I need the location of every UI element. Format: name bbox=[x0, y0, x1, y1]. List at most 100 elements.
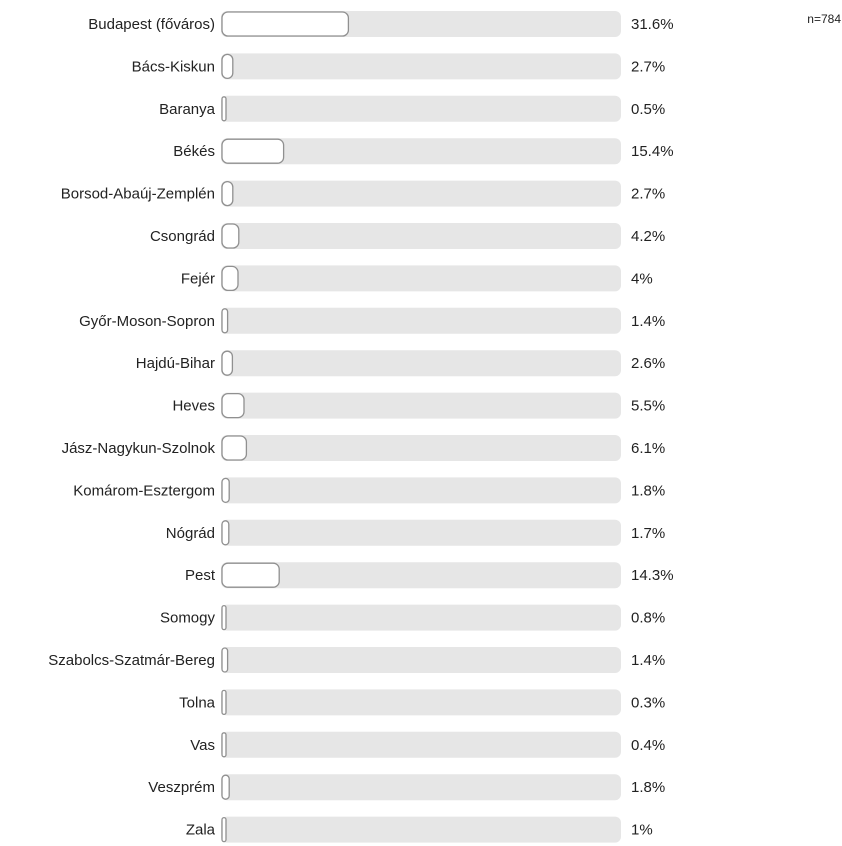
bar bbox=[221, 562, 280, 588]
bar bbox=[221, 816, 227, 843]
bar-track bbox=[221, 731, 621, 758]
bar bbox=[221, 53, 234, 80]
category-label: Nógrád bbox=[166, 525, 215, 542]
bar-track bbox=[221, 477, 621, 504]
bar-track bbox=[221, 350, 621, 377]
bar-track bbox=[221, 647, 621, 673]
category-label: Tolna bbox=[179, 694, 216, 711]
value-label: 2.7% bbox=[631, 58, 665, 75]
bar-row: Bács-Kiskun 2.7% bbox=[132, 53, 665, 80]
bar bbox=[221, 350, 234, 376]
bar-track bbox=[221, 816, 621, 843]
bar-row: Budapest (főváros) 31.6% bbox=[88, 11, 674, 37]
bar-track bbox=[221, 265, 621, 292]
category-label: Pest bbox=[185, 567, 216, 584]
bar bbox=[221, 96, 227, 122]
bar-row: Jász-Nagykun-Szolnok 6.1% bbox=[62, 435, 665, 461]
bar-row: Baranya 0.5% bbox=[159, 95, 665, 122]
value-label: 4.2% bbox=[631, 228, 665, 245]
category-label: Győr-Moson-Sopron bbox=[79, 313, 215, 330]
bar bbox=[221, 11, 350, 37]
category-label: Heves bbox=[172, 398, 215, 415]
value-label: 31.6% bbox=[631, 16, 674, 33]
bar-row: Heves 5.5% bbox=[172, 392, 665, 419]
category-label: Hajdú-Bihar bbox=[136, 355, 215, 372]
value-label: 0.3% bbox=[631, 694, 665, 711]
bar-row: Komárom-Esztergom 1.8% bbox=[73, 477, 665, 504]
bar-row: Nógrád 1.7% bbox=[166, 519, 665, 546]
value-label: 0.5% bbox=[631, 101, 665, 118]
bar-track bbox=[221, 53, 621, 80]
value-label: 1% bbox=[631, 822, 653, 839]
bar bbox=[221, 180, 234, 207]
bar-track bbox=[221, 392, 621, 419]
bar bbox=[221, 774, 230, 800]
bar-track bbox=[221, 562, 621, 589]
bar-track bbox=[221, 223, 621, 249]
bar bbox=[221, 689, 227, 716]
value-label: 2.6% bbox=[631, 355, 665, 372]
bar-row: Vas 0.4% bbox=[190, 731, 665, 758]
bar bbox=[221, 138, 285, 164]
category-label: Komárom-Esztergom bbox=[73, 482, 215, 499]
bar-rows: Budapest (főváros) 31.6% Bács-Kiskun 2.7% Ba… bbox=[48, 11, 674, 843]
bar-track bbox=[221, 774, 621, 801]
bar bbox=[221, 265, 239, 292]
value-label: 1.8% bbox=[631, 482, 665, 499]
category-label: Vas bbox=[190, 737, 215, 754]
category-label: Budapest (főváros) bbox=[88, 16, 215, 33]
bar-row: Zala 1% bbox=[186, 816, 653, 843]
value-label: 14.3% bbox=[631, 567, 674, 584]
category-label: Borsod-Abaúj-Zemplén bbox=[61, 186, 215, 203]
bar bbox=[221, 392, 245, 419]
bar-row: Szabolcs-Szatmár-Bereg 1.4% bbox=[48, 647, 665, 673]
bar-row: Somogy 0.8% bbox=[160, 604, 665, 631]
bar bbox=[221, 223, 240, 249]
bar bbox=[221, 520, 230, 546]
value-label: 6.1% bbox=[631, 440, 665, 457]
bar-row: Veszprém 1.8% bbox=[148, 774, 665, 801]
sample-size-label: n=784 bbox=[807, 12, 841, 26]
bar-row: Hajdú-Bihar 2.6% bbox=[136, 350, 665, 377]
value-label: 4% bbox=[631, 270, 653, 287]
bar bbox=[221, 308, 229, 334]
bar-track bbox=[221, 307, 621, 334]
value-label: 1.8% bbox=[631, 779, 665, 796]
category-label: Szabolcs-Szatmár-Bereg bbox=[48, 652, 215, 669]
bar-track bbox=[221, 180, 621, 207]
bar bbox=[221, 647, 229, 673]
bar-row: Pest 14.3% bbox=[185, 562, 674, 589]
value-label: 5.5% bbox=[631, 398, 665, 415]
value-label: 0.8% bbox=[631, 610, 665, 627]
category-label: Baranya bbox=[159, 101, 216, 118]
bar-track bbox=[221, 138, 621, 165]
value-label: 15.4% bbox=[631, 143, 674, 160]
value-label: 1.4% bbox=[631, 652, 665, 669]
bar-track bbox=[221, 604, 621, 631]
bar-row: Győr-Moson-Sopron 1.4% bbox=[79, 307, 665, 334]
bar-row: Csongrád 4.2% bbox=[150, 223, 665, 249]
category-label: Bács-Kiskun bbox=[132, 58, 215, 75]
bar-track bbox=[221, 519, 621, 546]
value-label: 1.7% bbox=[631, 525, 665, 542]
category-label: Jász-Nagykun-Szolnok bbox=[62, 440, 216, 457]
bar-row: Tolna 0.3% bbox=[179, 689, 665, 716]
value-label: 0.4% bbox=[631, 737, 665, 754]
category-label: Csongrád bbox=[150, 228, 215, 245]
bar-track bbox=[221, 95, 621, 122]
bar bbox=[221, 732, 227, 758]
category-label: Zala bbox=[186, 822, 216, 839]
category-label: Somogy bbox=[160, 610, 216, 627]
category-label: Veszprém bbox=[148, 779, 215, 796]
bar-track bbox=[221, 689, 621, 716]
bar bbox=[221, 477, 230, 504]
bar-row: Fejér 4% bbox=[181, 265, 653, 292]
value-label: 1.4% bbox=[631, 313, 665, 330]
value-label: 2.7% bbox=[631, 186, 665, 203]
bar bbox=[221, 604, 227, 631]
category-label: Fejér bbox=[181, 270, 215, 287]
bar bbox=[221, 435, 248, 461]
bar-row: Békés 15.4% bbox=[173, 138, 674, 165]
bar-row: Borsod-Abaúj-Zemplén 2.7% bbox=[61, 180, 665, 207]
